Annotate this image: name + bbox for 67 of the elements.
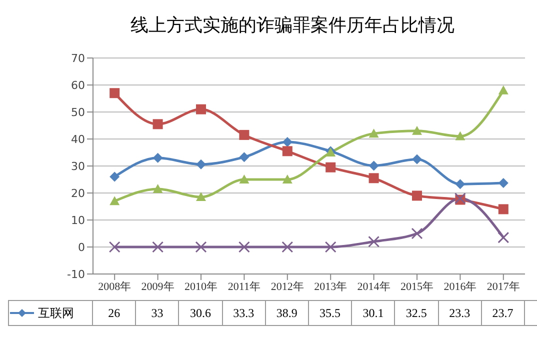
- point: [411, 228, 423, 240]
- point: [196, 159, 206, 170]
- point: [110, 172, 120, 182]
- point: [110, 196, 120, 206]
- point: [152, 241, 164, 253]
- chart-title: 线上方式实施的诈骗罪案件历年占比情况: [130, 14, 456, 38]
- point: [108, 241, 120, 253]
- point: [239, 130, 250, 140]
- y-tick-label: 0: [78, 240, 85, 254]
- point: [368, 128, 379, 138]
- y-tick-label: 10: [71, 214, 85, 227]
- point: [282, 146, 292, 156]
- point: [412, 126, 422, 135]
- point: [498, 232, 510, 244]
- point: [498, 204, 508, 214]
- point: [196, 104, 206, 114]
- point: [455, 131, 466, 140]
- point: [152, 184, 163, 193]
- y-tick-label: 30: [71, 160, 85, 173]
- data-label: 33.3: [222, 301, 266, 325]
- y-tick-label: 50: [71, 106, 85, 119]
- x-tick-label: 2009年: [141, 280, 174, 293]
- point: [195, 241, 207, 253]
- point: [368, 160, 379, 171]
- point: [282, 174, 292, 184]
- data-label: 38.9: [266, 301, 309, 325]
- y-tick-label: 40: [71, 132, 85, 146]
- x-tick-label: 2010年: [184, 280, 218, 293]
- data-label: 33: [136, 301, 180, 325]
- point: [110, 88, 120, 98]
- legend-label: 互联网: [38, 304, 74, 322]
- point: [239, 174, 250, 184]
- x-tick-label: 2008年: [98, 280, 132, 293]
- data-label: 23.3: [438, 301, 482, 325]
- point: [368, 173, 379, 184]
- y-tick-label: 20: [71, 186, 85, 200]
- point: [412, 190, 422, 201]
- point: [412, 154, 422, 164]
- x-tick-label: 2015年: [400, 280, 434, 293]
- point: [324, 241, 336, 253]
- point: [196, 192, 206, 202]
- y-tick-label: 60: [71, 78, 85, 92]
- x-tick-label: 2012年: [270, 280, 304, 293]
- data-label: 30.6: [179, 301, 223, 325]
- x-tick-label: 2013年: [314, 280, 348, 293]
- data-label: 23.7: [482, 301, 525, 325]
- x-tick-label: 2017年: [486, 280, 520, 293]
- point: [238, 241, 250, 253]
- data-label: 30.1: [352, 301, 396, 325]
- point: [455, 179, 466, 190]
- x-tick-label: 2014年: [357, 280, 390, 293]
- point: [368, 236, 380, 248]
- data-label: 35.5: [308, 301, 352, 325]
- point: [498, 85, 508, 94]
- point: [282, 136, 292, 147]
- y-tick-label: 70: [71, 52, 85, 65]
- point: [152, 152, 163, 163]
- point: [239, 152, 250, 162]
- point: [282, 241, 294, 253]
- data-label: 32.5: [395, 301, 438, 325]
- y-tick-label: -10: [67, 268, 85, 281]
- point: [326, 162, 336, 172]
- data-label: 26: [93, 301, 136, 325]
- point: [498, 178, 508, 188]
- x-tick-label: 2011年: [228, 280, 260, 293]
- x-tick-label: 2016年: [444, 280, 477, 293]
- point: [152, 119, 163, 130]
